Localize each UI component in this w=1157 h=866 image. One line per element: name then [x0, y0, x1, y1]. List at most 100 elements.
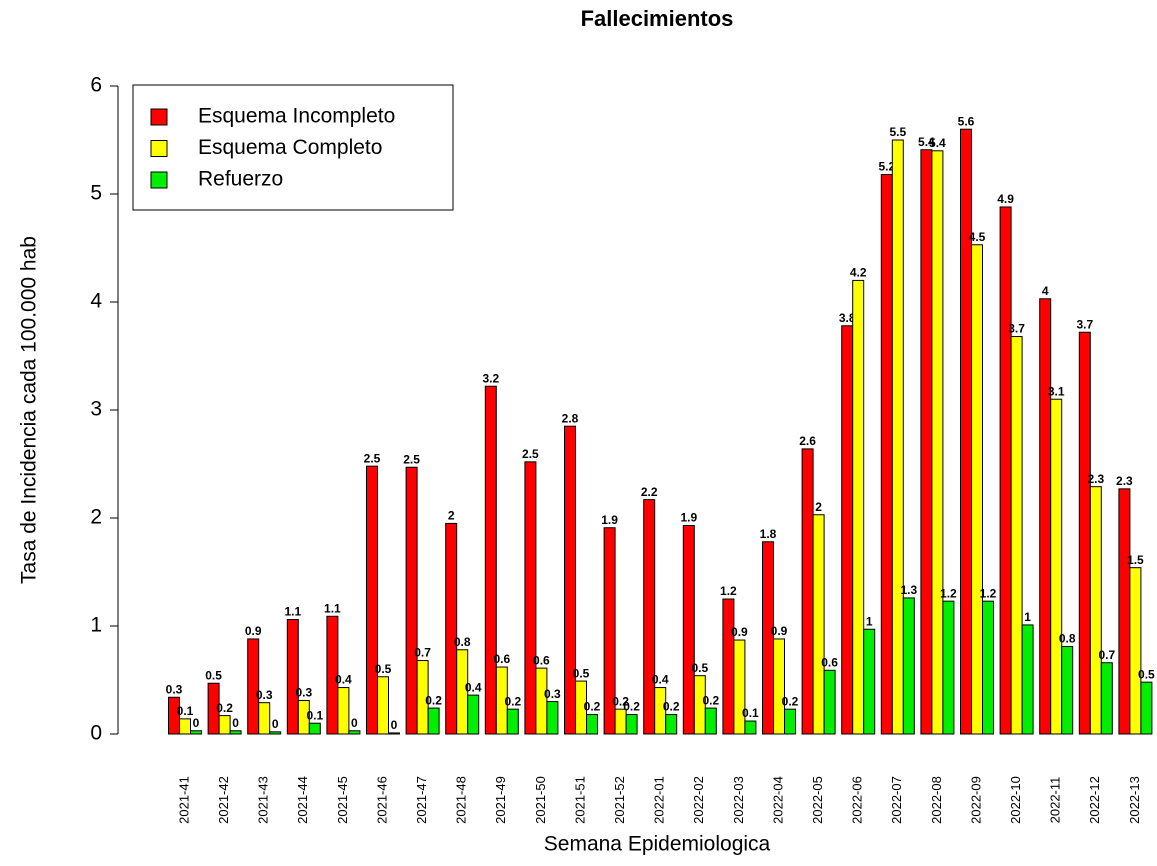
legend-swatch [150, 140, 168, 157]
value-label: 0.1 [306, 708, 323, 722]
value-label: 0 [232, 716, 239, 730]
bar [682, 525, 695, 735]
value-label: 0.5 [375, 662, 392, 676]
legend-label: Refuerzo [198, 168, 283, 191]
value-label: 0.8 [1059, 632, 1076, 646]
value-label: 5.6 [958, 114, 975, 128]
bar [269, 731, 282, 735]
bar [297, 700, 310, 735]
bar [801, 448, 814, 735]
value-label: 0.7 [1098, 648, 1115, 662]
bar [337, 687, 350, 735]
x-tick-label: 2022-13 [1127, 776, 1142, 824]
value-label: 0.5 [573, 666, 590, 680]
value-label: 3.7 [1008, 322, 1025, 336]
x-tick-label: 2022-08 [929, 776, 944, 824]
x-tick-label: 2021-48 [454, 776, 469, 824]
bar [1061, 646, 1074, 735]
bar [863, 628, 876, 735]
value-label: 3.7 [1076, 317, 1093, 331]
bar [168, 696, 180, 735]
bar [999, 206, 1012, 735]
value-label: 0.4 [652, 673, 669, 687]
bar [495, 666, 508, 735]
bar [377, 676, 389, 735]
value-label: 2.3 [1116, 474, 1133, 488]
value-label: 3.1 [1048, 384, 1065, 398]
x-tick-label: 2022-01 [652, 776, 667, 824]
x-tick-label: 2021-52 [612, 776, 627, 824]
value-label: 0.4 [465, 680, 482, 694]
bar [880, 174, 893, 735]
bar [229, 730, 242, 735]
value-label: 0.1 [177, 704, 194, 718]
bar [773, 638, 785, 735]
bar [1050, 398, 1063, 735]
value-label: 0 [351, 716, 358, 730]
bar [506, 708, 519, 735]
bar [625, 714, 638, 735]
value-label: 2 [448, 509, 455, 523]
value-label: 0.6 [493, 652, 510, 666]
value-label: 0.2 [663, 700, 680, 714]
value-label: 0.9 [245, 624, 262, 638]
bar [348, 730, 361, 735]
x-tick-label: 2022-06 [850, 776, 865, 824]
bar [388, 732, 400, 735]
bar [308, 722, 321, 735]
value-label: 0.6 [821, 655, 838, 669]
legend-box [132, 84, 454, 211]
bar [1129, 567, 1142, 735]
x-tick-label: 2022-11 [1048, 777, 1063, 824]
value-label: 0.9 [731, 625, 748, 639]
bar [841, 325, 854, 735]
bar [654, 687, 667, 735]
value-label: 4.2 [850, 266, 867, 280]
bar [190, 730, 202, 735]
value-label: 5.4 [918, 135, 935, 149]
value-label: 0 [193, 716, 200, 730]
y-tick-label: 0 [90, 722, 102, 745]
value-label: 2.3 [1087, 472, 1104, 486]
bar [546, 701, 559, 735]
value-label: 4.5 [969, 230, 986, 244]
bar [564, 425, 576, 735]
bar [535, 667, 548, 735]
bar [942, 600, 955, 735]
bar [467, 694, 480, 735]
value-label: 2.5 [403, 452, 420, 466]
bar [416, 660, 429, 735]
bar [982, 600, 994, 735]
value-label: 1.1 [284, 605, 301, 619]
bar [1118, 488, 1131, 735]
x-tick-label: 2021-47 [414, 776, 429, 824]
value-label: 0.3 [544, 687, 561, 701]
value-label: 0.2 [425, 693, 442, 707]
value-label: 0.4 [335, 673, 352, 687]
value-label: 0 [391, 718, 398, 732]
x-tick-label: 2021-45 [335, 776, 350, 824]
legend-swatch [150, 108, 168, 126]
value-label: 2.8 [562, 411, 579, 425]
bar [1078, 331, 1091, 735]
value-label: 0.3 [166, 682, 183, 696]
bar [445, 522, 458, 735]
value-label: 4 [1042, 284, 1049, 298]
bar [643, 499, 656, 735]
y-tick-label: 5 [90, 182, 102, 205]
x-tick-label: 2021-43 [256, 776, 271, 824]
bar [286, 619, 299, 735]
legend-label: Esquema Incompleto [198, 105, 395, 128]
bar [207, 682, 220, 735]
bar [179, 718, 191, 735]
x-tick-label: 2022-09 [968, 776, 983, 824]
value-label: 5.4 [929, 136, 946, 150]
bar [427, 707, 440, 735]
x-tick-label: 2022-04 [770, 776, 785, 824]
value-label: 2.5 [364, 451, 381, 465]
bar [586, 714, 598, 735]
value-label: 1.9 [601, 513, 618, 527]
bar [784, 708, 796, 735]
bar [218, 715, 231, 735]
value-label: 1 [1024, 610, 1031, 624]
